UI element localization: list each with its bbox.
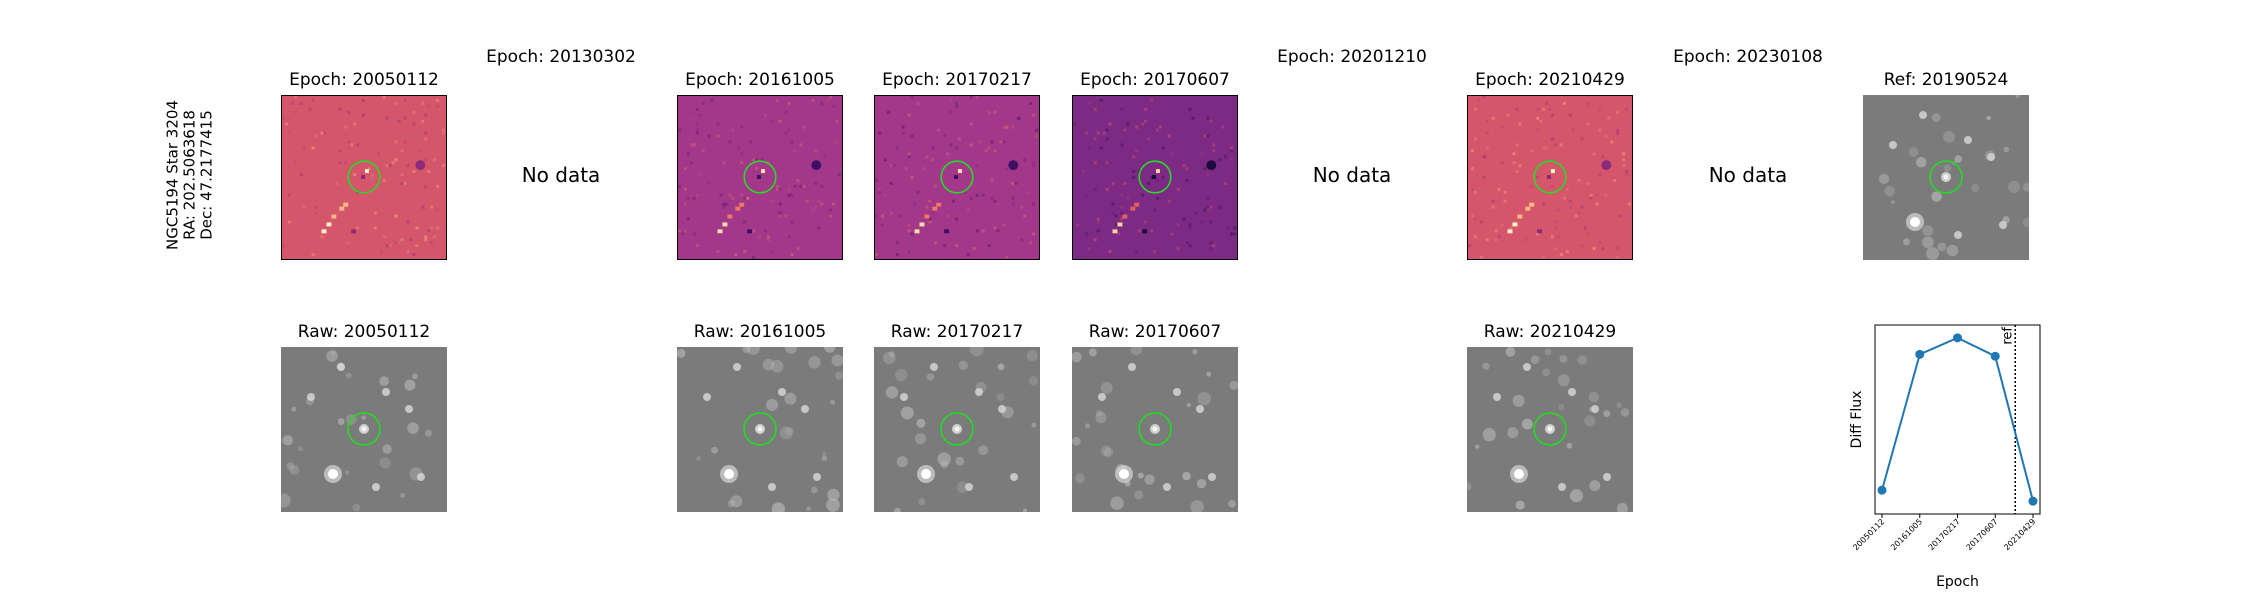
diff-title-0: Epoch: 20050112 xyxy=(289,70,439,90)
diff-image-20050112 xyxy=(281,95,447,260)
no-data-label-7: No data xyxy=(1708,163,1788,187)
diff-image-svg xyxy=(282,96,446,259)
raw-title-2: Raw: 20170217 xyxy=(890,322,1024,342)
ref-image-20190524 xyxy=(1863,95,2029,260)
diff-image-svg xyxy=(1073,96,1237,259)
target-info-label: NGC5194 Star 3204 RA: 202.5063618 Dec: 4… xyxy=(163,55,216,295)
raw-image-20161005 xyxy=(677,347,843,512)
diff-title-7: Epoch: 20230108 xyxy=(1673,47,1823,67)
raw-image-20170217 xyxy=(874,347,1040,512)
diff-title-2: Epoch: 20161005 xyxy=(685,70,835,90)
flux-series-line xyxy=(1881,336,2034,502)
diff-title-5: Epoch: 20201210 xyxy=(1277,47,1427,67)
diff-title-3: Epoch: 20170217 xyxy=(882,70,1032,90)
flux-point xyxy=(1877,485,1887,495)
raw-image-svg xyxy=(677,347,843,512)
flux-point xyxy=(2028,496,2038,506)
diff-image-20170217 xyxy=(874,95,1040,260)
target-dec: Dec: 47.2177415 xyxy=(197,110,216,240)
diff-image-20210429 xyxy=(1467,95,1633,260)
y-axis-label: Diff Flux xyxy=(1849,391,1865,449)
ref-title: Ref: 20190524 xyxy=(1883,70,2009,90)
x-tick-label: 20170607 xyxy=(1965,517,2000,552)
raw-title-1: Raw: 20161005 xyxy=(693,322,827,342)
raw-image-20210429 xyxy=(1467,347,1633,512)
raw-image-20050112 xyxy=(281,347,447,512)
diff-image-svg xyxy=(1468,96,1632,259)
x-tick-label: 20161005 xyxy=(1889,517,1924,552)
x-tick-label: 20210429 xyxy=(2002,517,2037,552)
raw-image-svg xyxy=(874,347,1040,512)
diff-flux-chart: ref 20050112 20161005 20170217 20170607 20210… xyxy=(1849,324,2041,590)
diff-image-svg xyxy=(678,96,842,259)
no-data-label-1: No data xyxy=(521,163,601,187)
diff-title-4: Epoch: 20170607 xyxy=(1080,70,1230,90)
raw-image-svg xyxy=(281,347,447,512)
flux-point xyxy=(1990,351,2000,361)
raw-image-svg xyxy=(1467,347,1633,512)
raw-image-svg xyxy=(1863,95,2029,260)
diff-image-20161005 xyxy=(677,95,843,260)
flux-point xyxy=(1953,333,1962,343)
target-name: NGC5194 Star 3204 xyxy=(163,100,182,250)
x-axis-label: Epoch xyxy=(1936,574,1979,590)
target-ra: RA: 202.5063618 xyxy=(180,110,199,240)
flux-point xyxy=(1915,349,1925,359)
no-data-label-5: No data xyxy=(1312,163,1392,187)
x-tick-label: 20050112 xyxy=(1851,517,1886,552)
raw-title-4: Raw: 20210429 xyxy=(1483,322,1617,342)
diff-image-20170607 xyxy=(1072,95,1238,260)
raw-image-svg xyxy=(1072,347,1238,512)
diff-title-6: Epoch: 20210429 xyxy=(1475,70,1625,90)
diff-image-svg xyxy=(875,96,1039,259)
raw-image-20170607 xyxy=(1072,347,1238,512)
ref-line-label: ref xyxy=(2000,327,2015,345)
diff-title-1: Epoch: 20130302 xyxy=(486,47,636,67)
raw-title-3: Raw: 20170607 xyxy=(1088,322,1222,342)
raw-title-0: Raw: 20050112 xyxy=(297,322,431,342)
x-tick-label: 20170217 xyxy=(1927,517,1962,552)
